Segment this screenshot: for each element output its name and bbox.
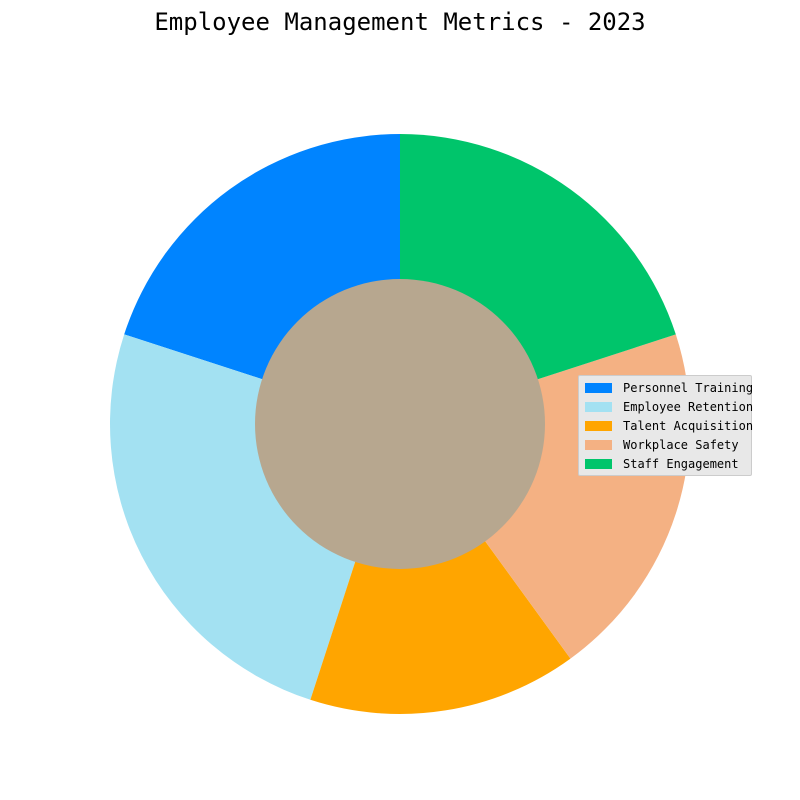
donut-center: [255, 279, 545, 569]
legend-label: Workplace Safety: [623, 437, 739, 452]
legend-label: Personnel Training: [623, 380, 754, 395]
pie-slice-talent-acquisition: [310, 424, 571, 715]
legend-label: Employee Retention: [623, 399, 754, 414]
legend-swatch: [585, 420, 612, 431]
legend-swatch: [585, 382, 612, 393]
legend-item-talent-acquisition: Talent Acquisition: [579, 416, 754, 435]
legend-label: Talent Acquisition: [623, 418, 754, 433]
legend-label: Staff Engagement: [623, 456, 739, 471]
legend-item-personnel-training: Personnel Training: [579, 378, 754, 397]
legend-swatch: [585, 401, 612, 412]
legend-item-employee-retention: Employee Retention: [579, 397, 754, 416]
legend-item-staff-engagement: Staff Engagement: [579, 454, 751, 473]
legend-swatch: [585, 458, 612, 469]
legend-item-workplace-safety: Workplace Safety: [579, 435, 751, 454]
chart-title: Employee Management Metrics - 2023: [154, 8, 646, 36]
chart-legend: Personnel Training Employee Retention Ta…: [578, 375, 754, 476]
legend-swatch: [585, 439, 612, 450]
